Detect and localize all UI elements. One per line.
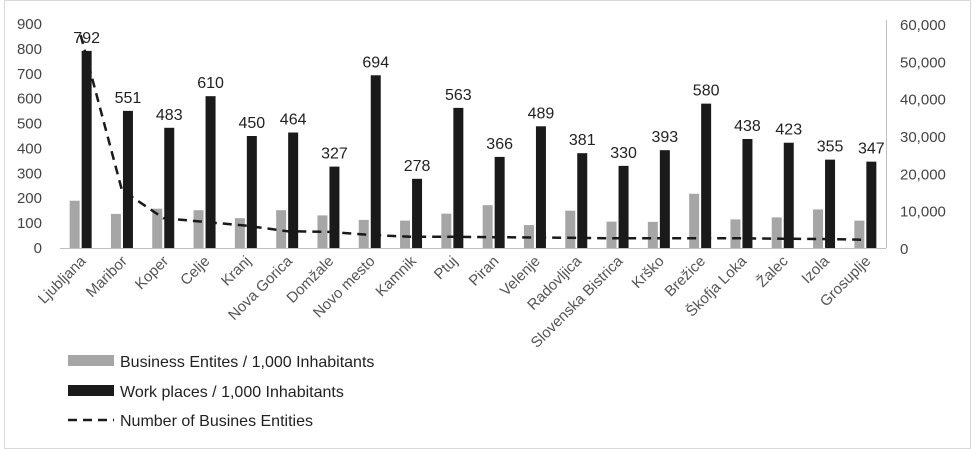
work-places-data-label: 393 bbox=[651, 129, 678, 146]
work-places-data-label: 489 bbox=[528, 105, 555, 122]
work-places-data-label: 694 bbox=[362, 54, 389, 71]
work-places-bar bbox=[535, 126, 546, 248]
line-series bbox=[79, 34, 866, 242]
work-places-bar bbox=[453, 107, 464, 249]
business-entities-bar bbox=[234, 218, 245, 248]
data-labels: 792 551 483 610 450 464 327 694 278 563 366 489 381 3… bbox=[73, 30, 884, 175]
work-places-bar bbox=[618, 165, 629, 248]
business-entities-bar bbox=[69, 200, 80, 248]
work-places-data-label: 610 bbox=[197, 75, 224, 92]
work-places-bar bbox=[783, 142, 794, 248]
business-entities-bar bbox=[276, 210, 287, 248]
legend-label-work-places: Work places / 1,000 Inhabitants bbox=[120, 384, 344, 401]
business-entities-bar bbox=[689, 193, 700, 248]
business-entities-bar bbox=[565, 210, 576, 248]
work-places-bar bbox=[742, 138, 753, 248]
business-entities-bar bbox=[606, 221, 617, 248]
business-entities-bar bbox=[152, 208, 163, 248]
right-axis-tick-label: 10,000 bbox=[900, 204, 946, 221]
right-axis-tick-label: 0 bbox=[900, 241, 908, 258]
business-entities-bar bbox=[647, 221, 658, 248]
left-axis-tick-label: 300 bbox=[17, 165, 42, 182]
business-entities-bar bbox=[482, 205, 493, 248]
category-label: Kamnik bbox=[372, 252, 420, 300]
work-places-data-label: 347 bbox=[858, 141, 885, 158]
work-places-data-label: 366 bbox=[486, 136, 513, 153]
left-axis-tick-label: 700 bbox=[17, 66, 42, 83]
legend-label-business-entities: Business Entites / 1,000 Inhabitants bbox=[120, 354, 374, 371]
business-entities-bar bbox=[400, 220, 411, 248]
work-places-bar bbox=[866, 161, 877, 248]
work-places-data-label: 278 bbox=[404, 158, 431, 175]
business-entities-bar bbox=[813, 209, 824, 248]
work-places-bar bbox=[370, 75, 381, 248]
category-label: Maribor bbox=[83, 253, 131, 301]
work-places-bar bbox=[577, 153, 588, 248]
category-label: Piran bbox=[466, 253, 503, 290]
work-places-bar bbox=[494, 156, 505, 248]
left-axis-tick-label: 900 bbox=[17, 16, 42, 33]
legend-swatch-work-places bbox=[68, 385, 114, 396]
right-axis-tick-label: 40,000 bbox=[900, 92, 946, 109]
work-places-bar bbox=[659, 150, 670, 248]
work-places-bar bbox=[246, 136, 257, 248]
left-axis-tick-label: 0 bbox=[34, 240, 42, 257]
business-entities-bar bbox=[854, 220, 865, 248]
business-entities-bar bbox=[730, 219, 741, 248]
work-places-bar bbox=[122, 110, 133, 249]
business-entities-count-line bbox=[79, 34, 866, 242]
legend: Business Entites / 1,000 Inhabitants Work… bbox=[68, 354, 374, 430]
work-places-bar bbox=[329, 166, 340, 248]
business-entities-bar bbox=[193, 210, 204, 248]
work-places-bar bbox=[412, 178, 423, 248]
business-entities-bar bbox=[317, 215, 328, 248]
work-places-bar bbox=[701, 103, 712, 249]
work-places-data-label: 551 bbox=[115, 90, 142, 107]
left-axis-tick-label: 400 bbox=[17, 140, 42, 157]
work-places-data-label: 423 bbox=[775, 122, 802, 139]
left-axis-tick-label: 100 bbox=[17, 215, 42, 232]
category-label: Ptuj bbox=[431, 253, 461, 283]
left-axis-tick-label: 200 bbox=[17, 190, 42, 207]
work-places-data-label: 464 bbox=[280, 112, 307, 129]
business-entities-bar bbox=[110, 213, 121, 248]
work-places-data-label: 330 bbox=[610, 145, 637, 162]
right-axis-tick-label: 60,000 bbox=[900, 17, 946, 34]
left-axis-tick-label: 600 bbox=[17, 91, 42, 108]
work-places-bar bbox=[81, 50, 92, 248]
work-places-data-label: 563 bbox=[445, 87, 472, 104]
work-places-data-label: 483 bbox=[156, 107, 183, 124]
right-axis-tick-label: 50,000 bbox=[900, 54, 946, 71]
category-label: Krško bbox=[629, 253, 668, 292]
work-places-data-label: 355 bbox=[817, 139, 844, 156]
legend-label-business-count: Number of Busines Entities bbox=[120, 413, 313, 430]
work-places-bar bbox=[288, 132, 299, 248]
business-entities-bar bbox=[771, 217, 782, 248]
category-label: Celje bbox=[177, 253, 213, 289]
bars bbox=[69, 50, 877, 249]
work-places-bar bbox=[825, 159, 836, 248]
work-places-data-label: 381 bbox=[569, 132, 596, 149]
work-places-bar bbox=[205, 96, 216, 248]
business-entities-bar bbox=[441, 213, 452, 248]
left-axis-tick-label: 500 bbox=[17, 116, 42, 133]
category-label: Kranj bbox=[218, 253, 255, 290]
category-label: Ljubljana bbox=[35, 252, 90, 307]
right-axis-tick-label: 30,000 bbox=[900, 129, 946, 146]
work-places-bar bbox=[164, 127, 175, 248]
work-places-data-label: 327 bbox=[321, 146, 348, 163]
work-places-data-label: 450 bbox=[238, 115, 265, 132]
category-label: Koper bbox=[132, 253, 172, 293]
category-label: Izola bbox=[798, 252, 833, 287]
right-axis-tick-label: 20,000 bbox=[900, 166, 946, 183]
work-places-data-label: 580 bbox=[693, 83, 720, 100]
work-places-data-label: 438 bbox=[734, 118, 761, 135]
legend-swatch-business-entities bbox=[68, 355, 114, 366]
left-axis-tick-label: 800 bbox=[17, 41, 42, 58]
work-places-data-label: 792 bbox=[73, 30, 100, 47]
category-label: Žalec bbox=[754, 252, 792, 290]
